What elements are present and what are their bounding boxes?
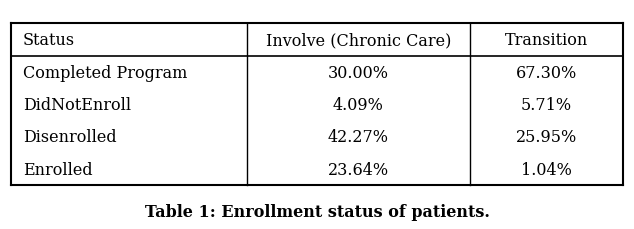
Text: Table 1: Enrollment status of patients.: Table 1: Enrollment status of patients.	[145, 203, 489, 220]
Text: Status: Status	[23, 32, 75, 49]
Text: Transition: Transition	[505, 32, 588, 49]
Text: 67.30%: 67.30%	[515, 65, 577, 82]
Text: 23.64%: 23.64%	[328, 161, 389, 178]
Text: 30.00%: 30.00%	[328, 65, 389, 82]
Text: Involve (Chronic Care): Involve (Chronic Care)	[266, 32, 451, 49]
Text: Enrolled: Enrolled	[23, 161, 93, 178]
Text: Completed Program: Completed Program	[23, 65, 187, 82]
Text: 42.27%: 42.27%	[328, 129, 389, 146]
Text: 25.95%: 25.95%	[515, 129, 577, 146]
Text: 5.71%: 5.71%	[521, 97, 572, 114]
Text: 1.04%: 1.04%	[521, 161, 572, 178]
Text: Disenrolled: Disenrolled	[23, 129, 117, 146]
Text: 4.09%: 4.09%	[333, 97, 384, 114]
Text: DidNotEnroll: DidNotEnroll	[23, 97, 131, 114]
